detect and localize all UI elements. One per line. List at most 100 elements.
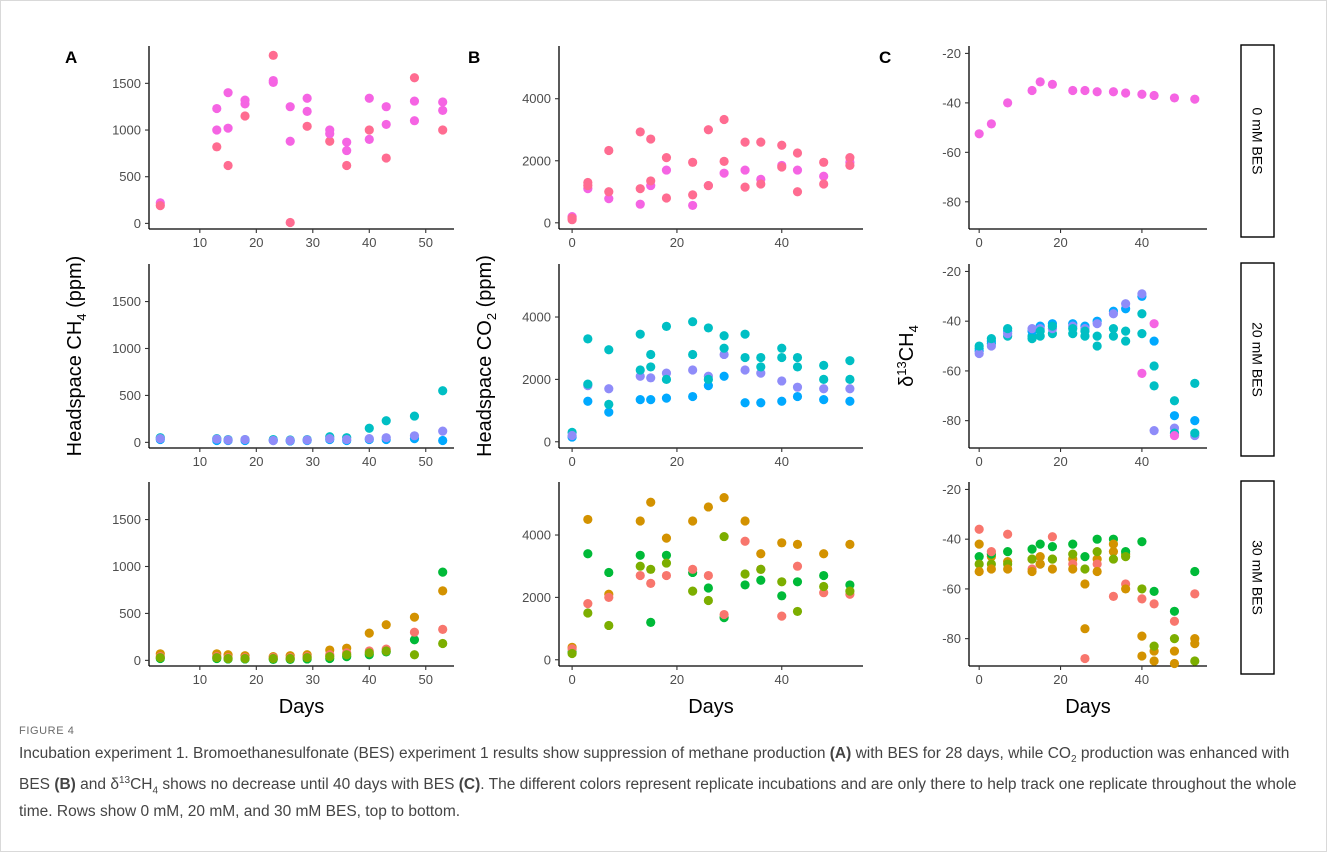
data-point <box>819 179 829 189</box>
data-point <box>1169 93 1180 103</box>
data-point <box>986 119 996 129</box>
data-point <box>688 586 698 596</box>
data-point <box>703 180 713 191</box>
data-point <box>364 423 374 433</box>
data-point <box>792 187 803 197</box>
data-point <box>646 564 656 574</box>
x-tick-label: 20 <box>670 672 684 687</box>
data-point <box>381 119 391 130</box>
data-point <box>719 331 729 341</box>
data-point <box>1149 656 1159 666</box>
data-point <box>567 648 577 659</box>
data-point <box>777 343 787 353</box>
x-tick-label: 0 <box>568 454 575 469</box>
data-point <box>792 165 803 175</box>
x-tick-label: 40 <box>775 454 789 469</box>
data-point <box>635 199 645 209</box>
data-point <box>604 384 614 394</box>
data-point <box>302 106 312 116</box>
data-point <box>986 564 996 574</box>
data-point <box>661 374 672 384</box>
data-point <box>302 121 312 131</box>
data-point <box>302 652 312 663</box>
data-point <box>212 125 222 135</box>
data-point <box>1108 539 1119 549</box>
data-point <box>1121 88 1131 98</box>
data-point <box>792 382 803 392</box>
data-point <box>325 434 335 444</box>
data-point <box>703 570 713 581</box>
data-point <box>792 606 803 617</box>
data-point <box>1137 309 1147 319</box>
data-point <box>792 391 803 402</box>
y-tick-label: 1000 <box>112 559 141 574</box>
data-point <box>381 153 391 163</box>
data-point <box>777 376 787 386</box>
data-point <box>1027 85 1037 96</box>
y-tick-label: 2000 <box>522 153 551 168</box>
data-point <box>1003 564 1013 574</box>
data-point <box>285 653 295 664</box>
figure-caption: FIGURE 4 Incubation experiment 1. Bromoe… <box>19 725 1314 822</box>
data-point <box>740 165 750 175</box>
data-point <box>409 431 420 441</box>
x-tick-label: 40 <box>362 235 376 250</box>
data-point <box>819 157 829 167</box>
data-point <box>1003 324 1013 334</box>
x-tick-label: 20 <box>670 454 684 469</box>
data-point <box>646 373 656 383</box>
figure-label: FIGURE 4 <box>19 725 75 737</box>
y-tick-label: 2000 <box>522 372 551 387</box>
data-point <box>240 111 250 121</box>
data-point <box>1137 537 1147 547</box>
data-point <box>974 524 984 534</box>
data-point <box>635 365 645 375</box>
data-point <box>974 539 984 549</box>
data-point <box>845 153 855 163</box>
data-point <box>819 374 829 384</box>
data-point <box>777 538 787 548</box>
data-point <box>756 564 766 574</box>
panel-letter-A: A <box>65 48 77 67</box>
data-point <box>223 123 233 133</box>
facet-strip-label: 30 mM BES <box>1250 540 1266 615</box>
data-point <box>1080 579 1090 589</box>
data-point <box>1137 631 1147 641</box>
y-axis-label-sub: 4 <box>906 325 921 332</box>
data-point <box>688 200 698 211</box>
data-point <box>1068 324 1078 334</box>
data-point <box>1080 326 1090 336</box>
x-tick-label: 40 <box>1135 235 1149 250</box>
data-point <box>719 492 729 503</box>
data-point <box>342 160 352 171</box>
data-point <box>688 190 698 200</box>
data-point <box>1108 547 1119 557</box>
data-point <box>646 578 656 588</box>
data-point <box>688 391 698 402</box>
panel-B-row-2: 0 2000 4000 0 20 40 <box>522 264 863 469</box>
data-point <box>688 516 698 526</box>
data-point <box>740 182 750 192</box>
data-point <box>1003 98 1013 108</box>
data-point <box>302 93 312 103</box>
data-point <box>974 566 984 577</box>
data-point <box>583 180 593 191</box>
data-point <box>756 398 766 408</box>
data-point <box>845 384 855 394</box>
data-point <box>212 434 222 444</box>
y-tick-label: 500 <box>119 169 141 184</box>
y-axis-label-sup: 13 <box>894 361 909 375</box>
data-point <box>635 561 645 571</box>
data-point <box>703 374 713 384</box>
data-point <box>212 652 222 663</box>
data-point <box>719 156 729 166</box>
data-point <box>409 635 420 645</box>
data-point <box>1108 324 1119 334</box>
panel-B-row-3: 0 2000 4000 0 20 40 <box>522 482 863 687</box>
data-point <box>1190 428 1200 438</box>
data-point <box>974 348 984 359</box>
facet-strip <box>1240 262 1275 457</box>
data-point <box>604 407 614 417</box>
data-point <box>223 653 233 664</box>
data-point <box>1027 333 1037 344</box>
